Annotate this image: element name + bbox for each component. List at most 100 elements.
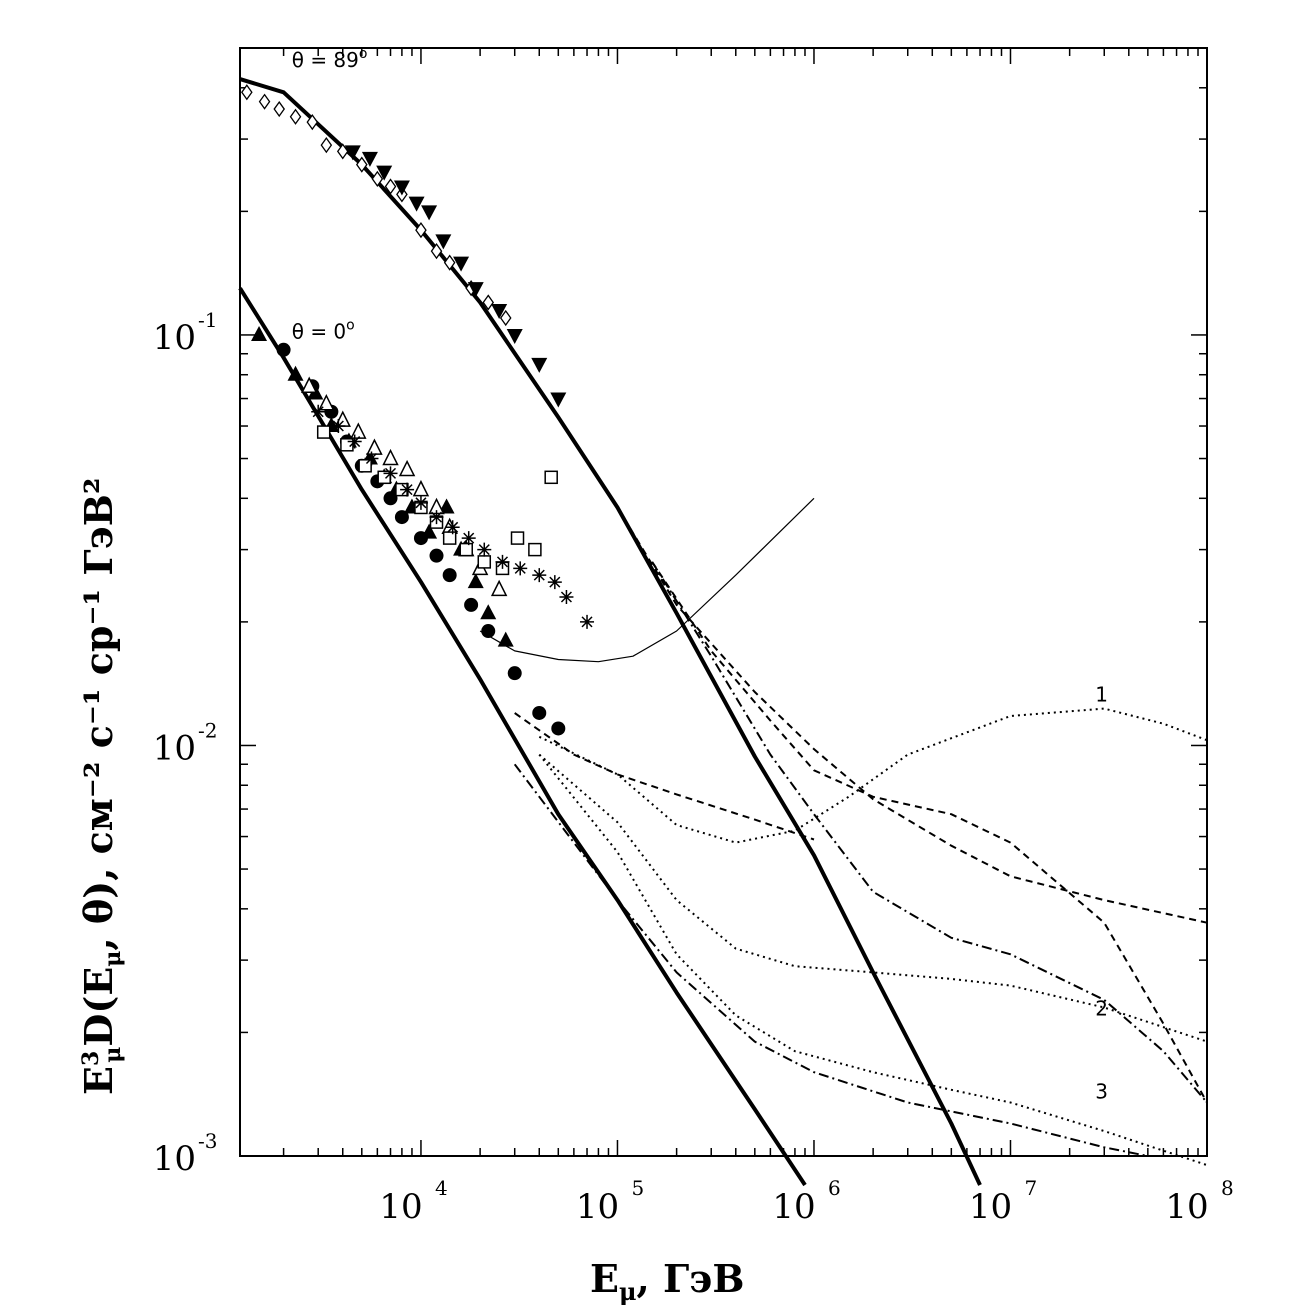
plot-frame xyxy=(239,47,1208,1157)
curve-dashed-3 xyxy=(616,506,1208,924)
marker-diamond-open xyxy=(273,100,286,118)
marker-asterisk xyxy=(513,561,528,576)
y-tick-exponent: -1 xyxy=(198,308,217,332)
marker-asterisk xyxy=(400,482,415,497)
marker-triangle-up-open xyxy=(300,376,318,393)
x-tick-label: 10 xyxy=(772,1187,815,1227)
annotations: θ = 89o θ = 0o 1 2 3 xyxy=(292,46,1108,1104)
marker-diamond-open xyxy=(482,294,495,311)
marker-diamond-open xyxy=(499,309,512,327)
marker-asterisk xyxy=(495,554,510,569)
marker-diamond-open xyxy=(241,84,253,101)
y-tick-exponent: -3 xyxy=(198,1129,217,1153)
y-tick-label: 10 xyxy=(153,728,196,768)
y-tick-label: 10 xyxy=(153,1139,196,1179)
y-axis-title: E3μD(Eμ, θ), см⁻² с⁻¹ ср⁻¹ ГэВ² xyxy=(76,477,126,1095)
y-tick-exponent: -2 xyxy=(198,718,217,742)
marker-diamond-open xyxy=(306,113,319,131)
marker-triangle-up-open xyxy=(412,479,430,497)
marker-asterisk xyxy=(461,531,476,546)
marker-diamond-open xyxy=(415,222,427,239)
curve-solid-thin-2 xyxy=(479,497,815,663)
marker-square-open xyxy=(477,555,492,569)
marker-asterisk xyxy=(477,542,492,557)
annotation-3: 2 xyxy=(1095,996,1108,1020)
annotation-0: θ = 89o xyxy=(292,46,368,72)
x-tick-label: 10 xyxy=(379,1187,422,1227)
marker-square-open xyxy=(459,542,473,557)
marker-triangle-down-filled xyxy=(421,205,438,221)
marker-asterisk xyxy=(413,495,428,510)
marker-triangle-down-filled xyxy=(550,392,567,408)
marker-triangle-up-filled xyxy=(287,365,304,381)
marker-diamond-open xyxy=(371,170,384,187)
marker-diamond-open xyxy=(443,254,456,271)
marker-square-open xyxy=(442,531,457,545)
tick-labels: 10 4 10 5 10 6 10 7 10 810 -110 -210 -3 xyxy=(153,308,1234,1227)
marker-triangle-up-filled xyxy=(467,573,484,589)
x-tick-exponent: 8 xyxy=(1221,1176,1234,1200)
marker-circle-filled xyxy=(383,491,398,506)
marker-triangle-up-open xyxy=(382,448,399,466)
marker-diamond-open xyxy=(355,156,368,173)
marker-triangle-up-open xyxy=(318,394,335,411)
curve-dotted-10 xyxy=(538,753,1208,1167)
x-tick-exponent: 4 xyxy=(435,1176,448,1200)
curve-dashdot-6 xyxy=(513,763,1148,1157)
marker-circle-filled xyxy=(442,568,457,583)
marker-circle-filled xyxy=(532,705,547,720)
annotation-2: 1 xyxy=(1095,682,1108,706)
marker-circle-filled xyxy=(464,597,479,612)
marker-triangle-up-filled xyxy=(438,498,455,514)
marker-triangle-up-open xyxy=(490,579,508,597)
marker-triangle-down-filled xyxy=(467,282,484,298)
marker-diamond-open xyxy=(289,108,302,125)
marker-square-open xyxy=(544,470,558,485)
x-tick-label: 10 xyxy=(1165,1187,1208,1227)
marker-circle-filled xyxy=(413,531,428,546)
marker-asterisk xyxy=(580,614,595,629)
marker-asterisk xyxy=(532,568,547,583)
marker-triangle-down-filled xyxy=(506,328,523,344)
marker-asterisk xyxy=(445,520,460,535)
marker-triangle-down-filled xyxy=(491,304,508,320)
x-tick-label: 10 xyxy=(576,1187,619,1227)
marker-asterisk xyxy=(364,451,379,466)
curve-dashdot-5 xyxy=(651,561,1208,1104)
curve-solid-thick-1 xyxy=(238,287,807,1187)
marker-triangle-down-filled xyxy=(361,151,378,167)
marker-triangle-down-filled xyxy=(531,357,548,373)
marker-asterisk xyxy=(429,510,444,525)
marker-diamond-open xyxy=(336,143,349,160)
marker-asterisk xyxy=(559,589,574,604)
axis-ticks xyxy=(240,47,1208,1157)
marker-asterisk xyxy=(547,575,562,590)
marker-triangle-down-filled xyxy=(376,165,393,181)
curve-dotted-8 xyxy=(538,707,1208,844)
marker-diamond-open xyxy=(430,243,443,260)
marker-triangle-down-filled xyxy=(435,234,452,250)
x-tick-exponent: 5 xyxy=(631,1176,644,1200)
marker-diamond-open xyxy=(384,178,397,195)
marker-triangle-down-filled xyxy=(344,145,361,161)
marker-triangle-up-open xyxy=(350,422,367,439)
marker-triangle-up-open xyxy=(398,459,416,477)
x-tick-exponent: 7 xyxy=(1024,1176,1037,1200)
annotation-1: θ = 0o xyxy=(292,318,355,344)
marker-circle-filled xyxy=(551,721,566,736)
marker-circle-filled xyxy=(481,624,496,639)
marker-triangle-up-open xyxy=(366,438,383,455)
marker-diamond-open xyxy=(320,137,333,154)
marker-diamond-open xyxy=(258,93,271,110)
marker-asterisk xyxy=(331,419,346,434)
marker-triangle-up-filled xyxy=(497,631,514,647)
marker-triangle-up-filled xyxy=(251,325,268,341)
marker-circle-filled xyxy=(394,510,409,525)
marker-triangle-down-filled xyxy=(453,256,470,272)
marker-asterisk xyxy=(347,434,362,449)
marker-circle-filled xyxy=(507,666,522,681)
curve-solid-thick-0 xyxy=(239,77,982,1186)
marker-asterisk xyxy=(311,404,326,419)
curve-dotted-9 xyxy=(538,753,1208,1043)
